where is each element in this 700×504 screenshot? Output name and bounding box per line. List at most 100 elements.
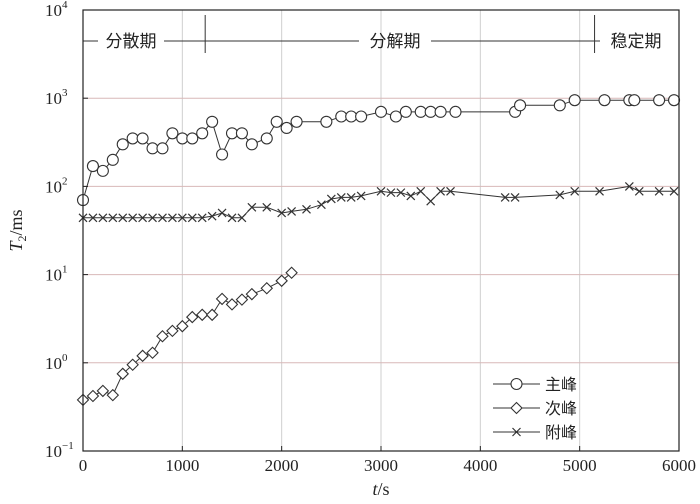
- data-point-circle: [374, 105, 388, 118]
- y-tick-exponent: 0: [62, 352, 68, 364]
- data-point-diamond: [176, 319, 189, 333]
- data-point-x: [287, 207, 297, 216]
- data-point-circle: [156, 142, 169, 155]
- y-tick-exponent: 1: [62, 264, 68, 276]
- data-point-circle: [146, 142, 159, 155]
- data-point-circle: [106, 153, 119, 166]
- legend-entry: 次峰: [493, 399, 577, 418]
- y-tick-label: 10 2: [45, 175, 68, 196]
- data-point-circle: [653, 94, 666, 107]
- data-point-diamond: [195, 308, 209, 322]
- data-point-x: [356, 191, 366, 201]
- series-line: [83, 185, 674, 219]
- data-point-circle: [355, 110, 368, 123]
- data-point-diamond: [156, 329, 169, 343]
- x-axis-title: t/s: [372, 479, 389, 499]
- data-point-diamond: [106, 388, 120, 402]
- series-x: [78, 181, 679, 223]
- data-point-circle: [568, 94, 581, 107]
- data-point-x: [302, 204, 311, 214]
- data-point-x: [426, 196, 436, 206]
- data-point-diamond: [86, 389, 100, 403]
- data-point-x: [167, 213, 177, 223]
- data-point-circle: [335, 110, 348, 123]
- data-point-circle: [235, 127, 248, 140]
- data-point-x: [669, 186, 679, 196]
- data-point-diamond: [225, 298, 239, 311]
- data-point-diamond: [235, 293, 249, 306]
- data-point-x: [446, 186, 455, 196]
- data-point-x: [277, 208, 287, 218]
- x-tick-label: 4000: [463, 456, 497, 475]
- legend-label: 次峰: [545, 399, 577, 418]
- data-point-circle: [216, 148, 229, 161]
- data-point-x: [118, 213, 128, 223]
- grid-lines: [83, 10, 679, 451]
- data-point-circle: [176, 132, 189, 145]
- axis-titles: t/s T2/ms: [6, 209, 390, 499]
- data-point-diamond: [215, 292, 229, 306]
- series-layer: [76, 94, 681, 407]
- y-tick-base: 10: [45, 89, 62, 108]
- data-point-diamond: [275, 274, 288, 288]
- y-tick-exponent: 4: [62, 0, 68, 11]
- data-point-diamond: [166, 324, 179, 338]
- data-point-circle: [86, 160, 99, 173]
- data-point-circle: [424, 105, 437, 118]
- phase-label-dispersion: 分散期: [106, 32, 157, 52]
- data-point-x: [406, 191, 416, 201]
- data-point-diamond: [285, 266, 298, 280]
- x-tick-label: 1000: [165, 456, 199, 475]
- data-point-diamond: [260, 281, 274, 295]
- data-point-x: [217, 208, 227, 218]
- data-point-x: [396, 188, 406, 198]
- data-point-x: [416, 186, 426, 196]
- data-point-circle: [196, 127, 209, 140]
- data-point-x: [197, 213, 207, 223]
- data-point-circle: [136, 132, 149, 145]
- y-tick-label: 10 4: [45, 0, 68, 20]
- y-tick-label: 10 0: [45, 352, 68, 373]
- data-point-circle: [449, 105, 462, 118]
- data-point-diamond: [96, 384, 110, 398]
- phase-label-stable: 稳定期: [611, 32, 662, 52]
- data-point-x: [187, 213, 197, 223]
- data-point-diamond: [510, 401, 523, 415]
- data-point-x: [595, 186, 604, 196]
- legend-label: 主峰: [545, 375, 577, 394]
- data-point-circle: [116, 138, 129, 151]
- series-circle: [76, 94, 681, 207]
- x-tick-label: 6000: [662, 456, 696, 475]
- data-point-diamond: [245, 287, 259, 301]
- y-tick-base: 10: [45, 354, 62, 373]
- y-tick-exponent: 2: [62, 175, 68, 187]
- data-point-circle: [260, 132, 273, 145]
- data-point-x: [148, 213, 157, 223]
- data-point-x: [88, 213, 98, 223]
- series-diamond: [76, 266, 298, 407]
- data-point-x: [512, 427, 521, 437]
- data-point-x: [436, 186, 446, 196]
- data-point-circle: [290, 115, 303, 128]
- data-point-diamond: [146, 346, 159, 360]
- data-point-diamond: [116, 367, 130, 381]
- data-point-circle: [96, 164, 109, 177]
- phase-label-decomposition: 分解期: [370, 32, 421, 52]
- data-point-circle: [270, 115, 283, 128]
- data-point-x: [227, 213, 237, 223]
- data-point-diamond: [136, 349, 149, 363]
- data-point-circle: [245, 138, 258, 151]
- data-point-x: [247, 202, 257, 212]
- legend-entry: 附峰: [493, 423, 577, 442]
- y-tick-label: 10 1: [45, 264, 68, 285]
- data-point-circle: [320, 115, 333, 128]
- data-point-x: [386, 188, 396, 198]
- data-point-x: [207, 211, 217, 221]
- data-point-x: [634, 186, 644, 196]
- x-tick-label: 5000: [563, 456, 597, 475]
- legend-label: 附峰: [545, 423, 577, 442]
- data-point-diamond: [185, 310, 199, 324]
- data-point-circle: [553, 99, 566, 112]
